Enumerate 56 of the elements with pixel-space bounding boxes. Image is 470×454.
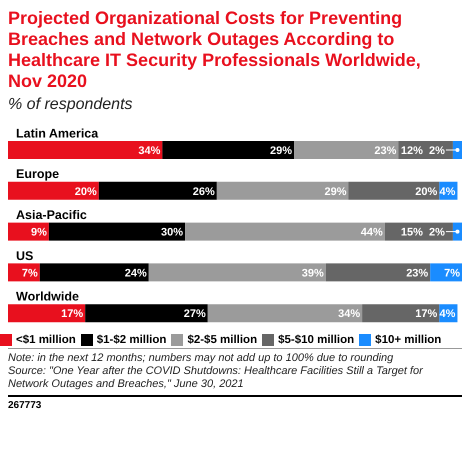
- data-label: 7%: [22, 267, 38, 280]
- data-label: 17%: [61, 308, 84, 320]
- data-label: 4%: [440, 186, 456, 198]
- data-label: 20%: [415, 186, 438, 198]
- bar: [8, 182, 99, 200]
- bar: [326, 263, 430, 282]
- data-label: 30%: [161, 226, 184, 239]
- data-label: 23%: [406, 267, 428, 280]
- bar: [148, 263, 326, 282]
- bar: [362, 304, 440, 322]
- data-label: 29%: [270, 145, 292, 157]
- y-tick-label: Asia-Pacific: [16, 208, 87, 222]
- data-label: 27%: [184, 308, 206, 320]
- bar: [85, 304, 208, 322]
- data-label: 2%: [429, 145, 446, 157]
- text: 267773: [8, 400, 42, 411]
- data-label: 4%: [440, 308, 456, 320]
- data-label: 34%: [338, 308, 360, 320]
- bar: [8, 141, 162, 159]
- data-label: 39%: [302, 267, 324, 280]
- data-label: 24%: [124, 267, 147, 280]
- y-tick-label: Latin America: [16, 126, 100, 140]
- chart-subtitle: % of respondents: [8, 96, 134, 114]
- data-label: 17%: [415, 308, 438, 320]
- data-label: 12%: [400, 145, 424, 157]
- bar: [348, 182, 440, 200]
- data-label: 7%: [444, 267, 460, 280]
- text: Note: in the next 12 months; numbers may not add up to 100% due to rounding: [8, 352, 394, 365]
- bar: [208, 304, 362, 322]
- data-label: 20%: [74, 186, 98, 198]
- legend-label: $10+ million: [374, 334, 442, 346]
- chart-title: Projected Organizational Costs for Preventing Breaches and Network Outages According to Healthcare IT Security Professionals Worldwide, Nov 2020: [8, 8, 422, 92]
- legend-label: $1-$2 million: [96, 334, 166, 346]
- bar: [98, 182, 217, 200]
- bar: [294, 141, 398, 159]
- y-tick-label: Worldwide: [16, 290, 80, 304]
- data-label: 9%: [30, 226, 48, 239]
- bar: [162, 141, 294, 159]
- legend-label: $2-$5 million: [186, 334, 258, 346]
- bar: [48, 222, 186, 241]
- data-label: 29%: [324, 186, 347, 198]
- data-label: 26%: [192, 186, 216, 198]
- legend-label: <$1 million: [15, 334, 76, 346]
- data-label: 23%: [374, 145, 397, 157]
- legend-label: $5-$10 million: [277, 334, 354, 346]
- source-note: Source: "One Year after the COVID Shutdowns: Healthcare Facilities Still a Target for Network Outages and Breaches," June 30, 2021: [8, 365, 424, 391]
- bar: [40, 263, 149, 282]
- y-tick-label: Europe: [16, 167, 60, 182]
- data-label: 2%: [429, 226, 446, 239]
- data-label: 34%: [138, 145, 161, 157]
- data-label: 44%: [360, 226, 384, 239]
- bar: [185, 222, 385, 241]
- data-label: 15%: [400, 226, 424, 239]
- bar: [8, 304, 86, 322]
- bar: [216, 182, 348, 200]
- y-tick-label: US: [16, 248, 34, 263]
